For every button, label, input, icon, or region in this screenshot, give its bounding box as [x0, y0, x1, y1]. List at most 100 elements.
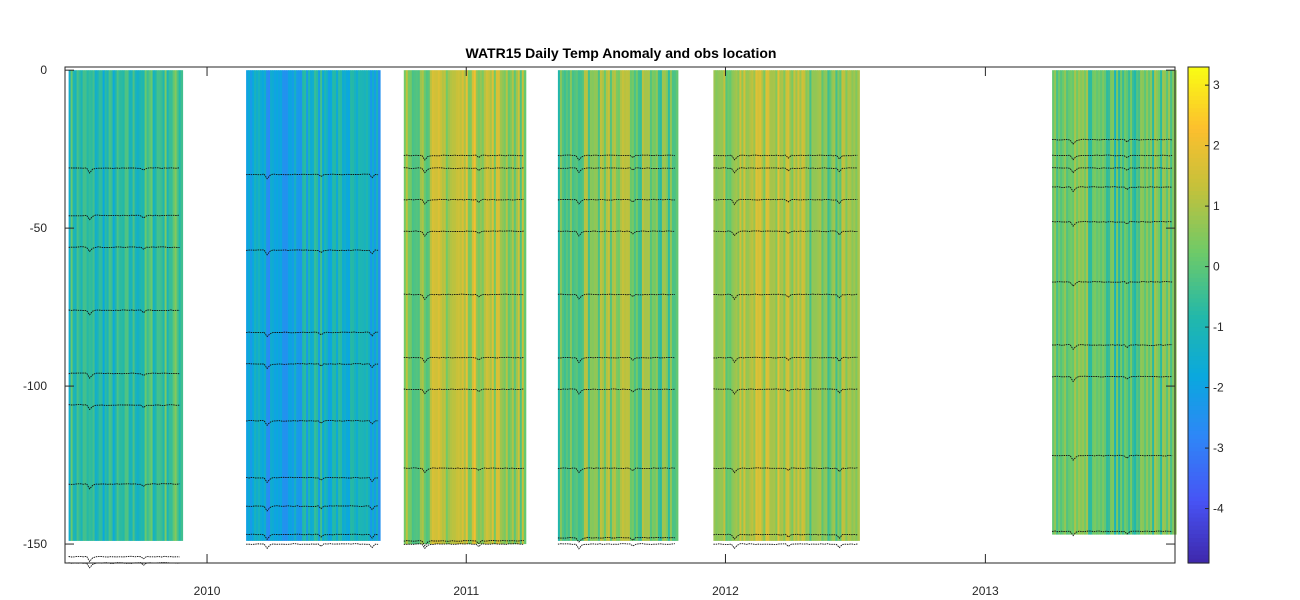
- anomaly-column: [248, 70, 251, 541]
- obs-depth-line: [68, 246, 180, 253]
- anomaly-column: [731, 70, 734, 541]
- obs-depth-line: [403, 540, 524, 547]
- colorbar-segment: [1188, 286, 1209, 291]
- anomaly-column: [1106, 70, 1109, 535]
- y-axis: 0 -50 -100 -150: [23, 63, 1175, 551]
- colorbar-segment: [1188, 443, 1209, 448]
- anomaly-column: [308, 70, 311, 541]
- anomaly-column: [505, 70, 509, 545]
- colorbar-segment: [1188, 137, 1209, 142]
- anomaly-column: [1126, 70, 1129, 535]
- colorbar-segment: [1188, 501, 1209, 506]
- obs-depth-line: [557, 536, 675, 543]
- colorbar-segment: [1188, 298, 1209, 304]
- anomaly-column: [286, 70, 289, 541]
- anomaly-column: [749, 70, 752, 541]
- anomaly-column: [94, 70, 98, 541]
- x-tick-label: 2013: [972, 584, 999, 598]
- obs-depth-line: [1052, 280, 1173, 287]
- anomaly-column: [675, 70, 679, 541]
- anomaly-column: [1072, 70, 1075, 535]
- obs-depth-line: [557, 167, 675, 174]
- anomaly-column: [559, 70, 563, 541]
- colorbar-segment: [1188, 129, 1209, 134]
- anomaly-column: [1158, 70, 1161, 535]
- colorbar-segment: [1188, 488, 1209, 494]
- anomaly-column: [360, 70, 363, 541]
- obs-depth-line: [713, 167, 858, 174]
- anomaly-column: [256, 70, 259, 541]
- colorbar-segment: [1188, 273, 1209, 279]
- anomaly-column: [721, 70, 724, 541]
- anomaly-column: [417, 70, 421, 545]
- colorbar-segment: [1188, 525, 1209, 531]
- anomaly-column: [326, 70, 329, 541]
- anomaly-column: [146, 70, 150, 541]
- obs-depth-line: [246, 363, 379, 370]
- obs-depth-line: [68, 483, 180, 490]
- colorbar-segment: [1188, 389, 1209, 395]
- anomaly-column: [723, 70, 726, 541]
- anomaly-column: [465, 70, 469, 545]
- anomaly-column: [513, 70, 517, 545]
- colorbar-segment: [1188, 335, 1209, 341]
- colorbar-segment: [1188, 166, 1209, 171]
- anomaly-column: [368, 70, 371, 541]
- anomaly-column: [362, 70, 365, 541]
- anomaly-column: [761, 70, 764, 541]
- anomaly-column: [342, 70, 345, 541]
- anomaly-column: [1096, 70, 1099, 535]
- anomaly-column: [625, 70, 629, 541]
- anomaly-column: [174, 70, 178, 541]
- anomaly-column: [811, 70, 814, 541]
- colorbar-segment: [1188, 426, 1209, 432]
- anomaly-column: [278, 70, 281, 541]
- colorbar-segment: [1188, 87, 1209, 93]
- anomaly-column: [1162, 70, 1165, 535]
- anomaly-column: [80, 70, 84, 541]
- anomaly-column: [346, 70, 349, 541]
- colorbar-segment: [1188, 463, 1209, 469]
- anomaly-column: [1124, 70, 1127, 535]
- anomaly-column: [603, 70, 607, 541]
- anomaly-column: [320, 70, 323, 541]
- obs-depth-line: [246, 476, 379, 484]
- anomaly-column: [1164, 70, 1167, 535]
- anomaly-column: [775, 70, 778, 541]
- anomaly-column: [68, 70, 72, 541]
- anomaly-column: [1098, 70, 1101, 535]
- colorbar-segment: [1188, 496, 1209, 502]
- anomaly-column: [1118, 70, 1121, 535]
- obs-depth-line: [1052, 138, 1173, 145]
- anomaly-column: [1074, 70, 1077, 535]
- anomaly-column: [769, 70, 772, 541]
- anomaly-column: [519, 70, 523, 545]
- colorbar-segment: [1188, 418, 1209, 424]
- anomaly-column: [579, 70, 583, 541]
- deployment-1: [68, 70, 184, 569]
- anomaly-column: [110, 70, 114, 541]
- anomaly-column: [166, 70, 170, 541]
- colorbar-segment: [1188, 153, 1209, 159]
- anomaly-column: [1150, 70, 1153, 535]
- anomaly-column: [789, 70, 792, 541]
- colorbar-segment: [1188, 124, 1209, 130]
- colorbar-tick-label: 1: [1213, 199, 1220, 213]
- anomaly-column: [585, 70, 589, 541]
- anomaly-column: [791, 70, 794, 541]
- colorbar-segment: [1188, 410, 1209, 415]
- anomaly-column: [517, 70, 521, 545]
- anomaly-column: [419, 70, 423, 545]
- anomaly-column: [833, 70, 836, 541]
- anomaly-column: [471, 70, 475, 545]
- anomaly-column: [487, 70, 491, 545]
- anomaly-column: [254, 70, 257, 541]
- anomaly-column: [459, 70, 463, 545]
- anomaly-column: [88, 70, 92, 541]
- anomaly-column: [659, 70, 663, 541]
- colorbar-segment: [1188, 368, 1209, 374]
- colorbar-segment: [1188, 67, 1209, 72]
- anomaly-column: [655, 70, 659, 541]
- anomaly-column: [839, 70, 842, 541]
- anomaly-column: [773, 70, 776, 541]
